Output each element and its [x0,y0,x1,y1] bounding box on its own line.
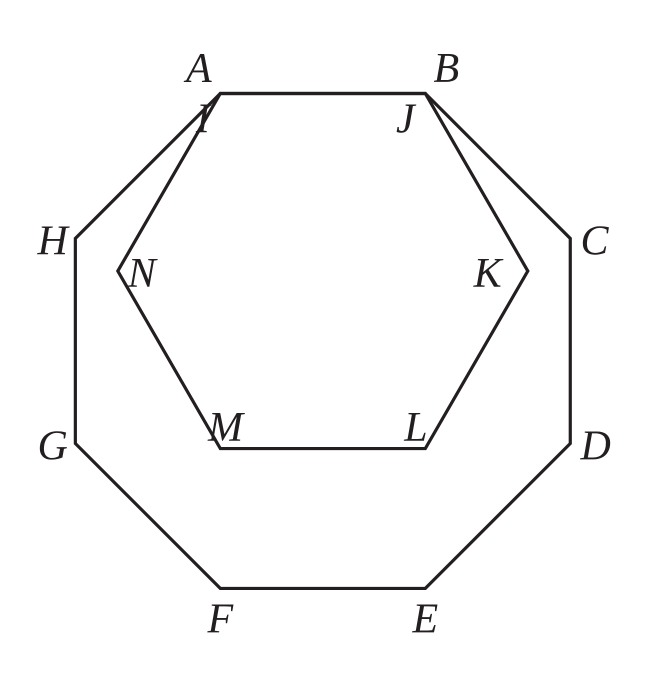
hexagon [118,94,528,449]
vertex-label-a: A [183,46,212,92]
vertex-label-g: G [38,423,68,469]
vertex-label-h: H [37,218,71,264]
vertex-label-k: K [473,251,504,297]
vertex-label-d: D [579,423,610,469]
vertex-label-j: J [396,96,417,142]
vertex-label-i: I [195,96,212,142]
vertex-label-n: N [127,251,158,297]
octagon [75,94,570,589]
vertex-label-m: M [207,405,245,451]
vertex-label-f: F [207,596,234,642]
vertex-label-l: L [403,405,427,451]
vertex-label-b: B [433,46,459,92]
vertex-label-e: E [412,596,439,642]
vertex-label-c: C [580,218,609,264]
